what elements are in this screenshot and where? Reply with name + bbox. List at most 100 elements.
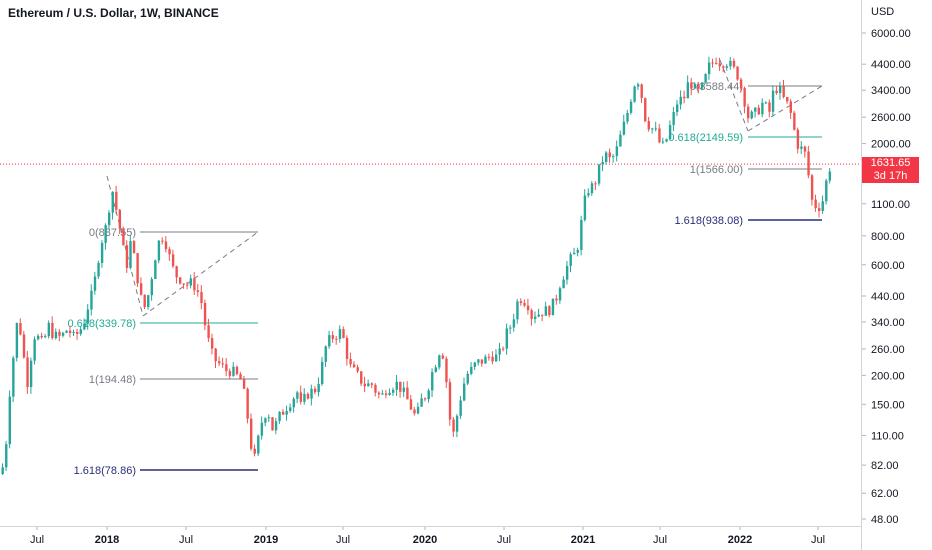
candle-body — [771, 90, 775, 112]
fib-trend-line — [142, 231, 259, 317]
candle-body — [477, 359, 480, 363]
candle-body — [668, 125, 672, 140]
candle-body — [392, 389, 395, 393]
candle-body — [619, 134, 622, 147]
candle-body — [310, 388, 313, 399]
time-axis: Jul 2018 Jul 2019 Jul 2020 Jul 2021 Jul 2022 Jul — [30, 526, 825, 546]
candle-body — [565, 265, 569, 280]
fibonacci-layer: 0(837.55) 0.618(339.78) 1(194.48) 1.618(78.… — [0, 59, 861, 477]
time-tick-label: Jul — [30, 534, 44, 546]
candle-body — [235, 366, 239, 375]
candle-body — [573, 252, 576, 255]
candle-body — [615, 146, 619, 157]
time-tick-label: Jul — [811, 534, 825, 546]
candle-body — [207, 325, 210, 339]
price-tick-label: 260.00 — [871, 344, 905, 356]
candle-body — [562, 279, 565, 289]
candle-body — [622, 121, 626, 135]
fib-level-label: 1.618(938.08) — [675, 215, 744, 227]
candle-body — [455, 415, 459, 432]
candle-body — [590, 183, 594, 194]
candle-body — [61, 332, 65, 336]
candle-body — [445, 358, 448, 383]
candle-body — [512, 319, 516, 328]
candle-body — [257, 435, 260, 454]
candle-body — [498, 348, 501, 355]
candle-body — [132, 241, 136, 254]
candle-body — [104, 225, 107, 243]
time-tick-label: 2018 — [95, 534, 119, 546]
candle-body — [8, 396, 11, 445]
candle-body — [289, 407, 292, 411]
price-tick-label: 1100.00 — [871, 199, 910, 211]
candle-body — [402, 387, 406, 392]
candle-body — [644, 98, 647, 122]
candle-body — [306, 393, 310, 399]
candle-body — [292, 398, 295, 408]
candle-body — [558, 288, 562, 301]
candle-body — [576, 249, 579, 253]
price-tick-label: 6000.00 — [871, 28, 911, 40]
candle-body — [147, 295, 150, 308]
candle-body — [658, 128, 661, 143]
candle-body — [786, 97, 789, 102]
candle-body — [65, 330, 68, 333]
candle-body — [342, 329, 345, 338]
time-tick-label: Jul — [653, 534, 667, 546]
candle-body — [654, 128, 658, 130]
candle-body — [661, 141, 665, 143]
candle-body — [150, 279, 153, 296]
candle-body — [640, 84, 643, 99]
candle-body — [5, 444, 8, 468]
candle-body — [97, 262, 100, 277]
time-tick-label: Jul — [179, 534, 193, 546]
candle-body — [423, 398, 427, 400]
candle-body — [594, 183, 597, 185]
candle-body — [193, 278, 196, 291]
candle-body — [715, 62, 718, 64]
candle-body — [736, 66, 739, 80]
candle-body — [210, 338, 214, 349]
candle-body — [22, 334, 26, 358]
candle-body — [29, 360, 33, 388]
candle-body — [356, 367, 359, 372]
candle-body — [108, 212, 111, 226]
fib-level-label: 0(837.55) — [89, 227, 136, 239]
candle-body — [139, 283, 143, 295]
candle-body — [136, 253, 139, 284]
candle-body — [118, 209, 122, 229]
candle-body — [203, 303, 207, 326]
candle-body — [679, 96, 682, 105]
candle-body — [26, 357, 29, 388]
candle-body — [328, 335, 331, 347]
candle-body — [360, 371, 363, 384]
time-tick-label: 2022 — [728, 534, 752, 546]
candle-body — [480, 359, 484, 364]
price-tick-label: 110.00 — [871, 431, 904, 443]
candle-body — [313, 388, 317, 393]
candle-body — [267, 417, 271, 419]
price-tick-label: 4400.00 — [871, 59, 911, 71]
candle-body — [629, 101, 633, 113]
candle-body — [370, 383, 374, 385]
fib-level-label: 0.618(2149.59) — [668, 132, 743, 144]
candle-body — [413, 409, 416, 414]
candle-body — [250, 418, 253, 449]
candle-body — [821, 201, 824, 211]
candle-body — [448, 382, 452, 420]
candle-body — [768, 102, 771, 112]
candle-body — [285, 410, 288, 415]
candle-body — [601, 162, 604, 165]
candle-body — [83, 323, 86, 330]
candle-body — [86, 309, 90, 324]
candle-body — [93, 276, 97, 291]
candle-body — [296, 392, 299, 399]
candle-body — [789, 101, 792, 113]
candle-body — [214, 348, 217, 362]
candle-body — [431, 372, 434, 391]
price-tick-label: 200.00 — [871, 370, 905, 382]
candle-body — [665, 139, 668, 142]
current-price-tag: 1631.65 3d 17h — [862, 157, 919, 183]
candle-body — [516, 301, 519, 320]
